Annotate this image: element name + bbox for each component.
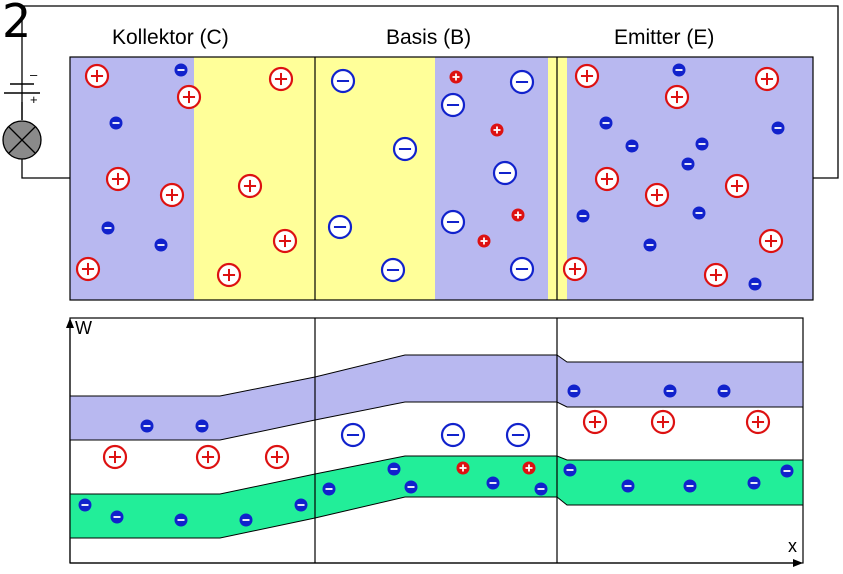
conduction-band: [69, 354, 804, 441]
collector-label: Kollektor (C): [112, 26, 229, 49]
battery-minus-sign: –: [30, 67, 38, 82]
battery-plus-sign: +: [30, 92, 38, 107]
circuit-wire: [21, 158, 70, 179]
base-label: Basis (B): [386, 26, 472, 49]
energy-axis-label: W: [75, 318, 92, 338]
figure-number: 2: [2, 0, 32, 48]
base-depletion-zone: [315, 57, 435, 300]
x-axis-arrow: [793, 559, 803, 567]
y-axis-arrow: [66, 318, 74, 328]
valence-band: [69, 455, 804, 539]
lamp-icon: [8, 126, 36, 154]
circuit-wire: [21, 5, 839, 179]
emitter-label: Emitter (E): [614, 26, 715, 49]
position-axis-label: x: [788, 536, 797, 556]
